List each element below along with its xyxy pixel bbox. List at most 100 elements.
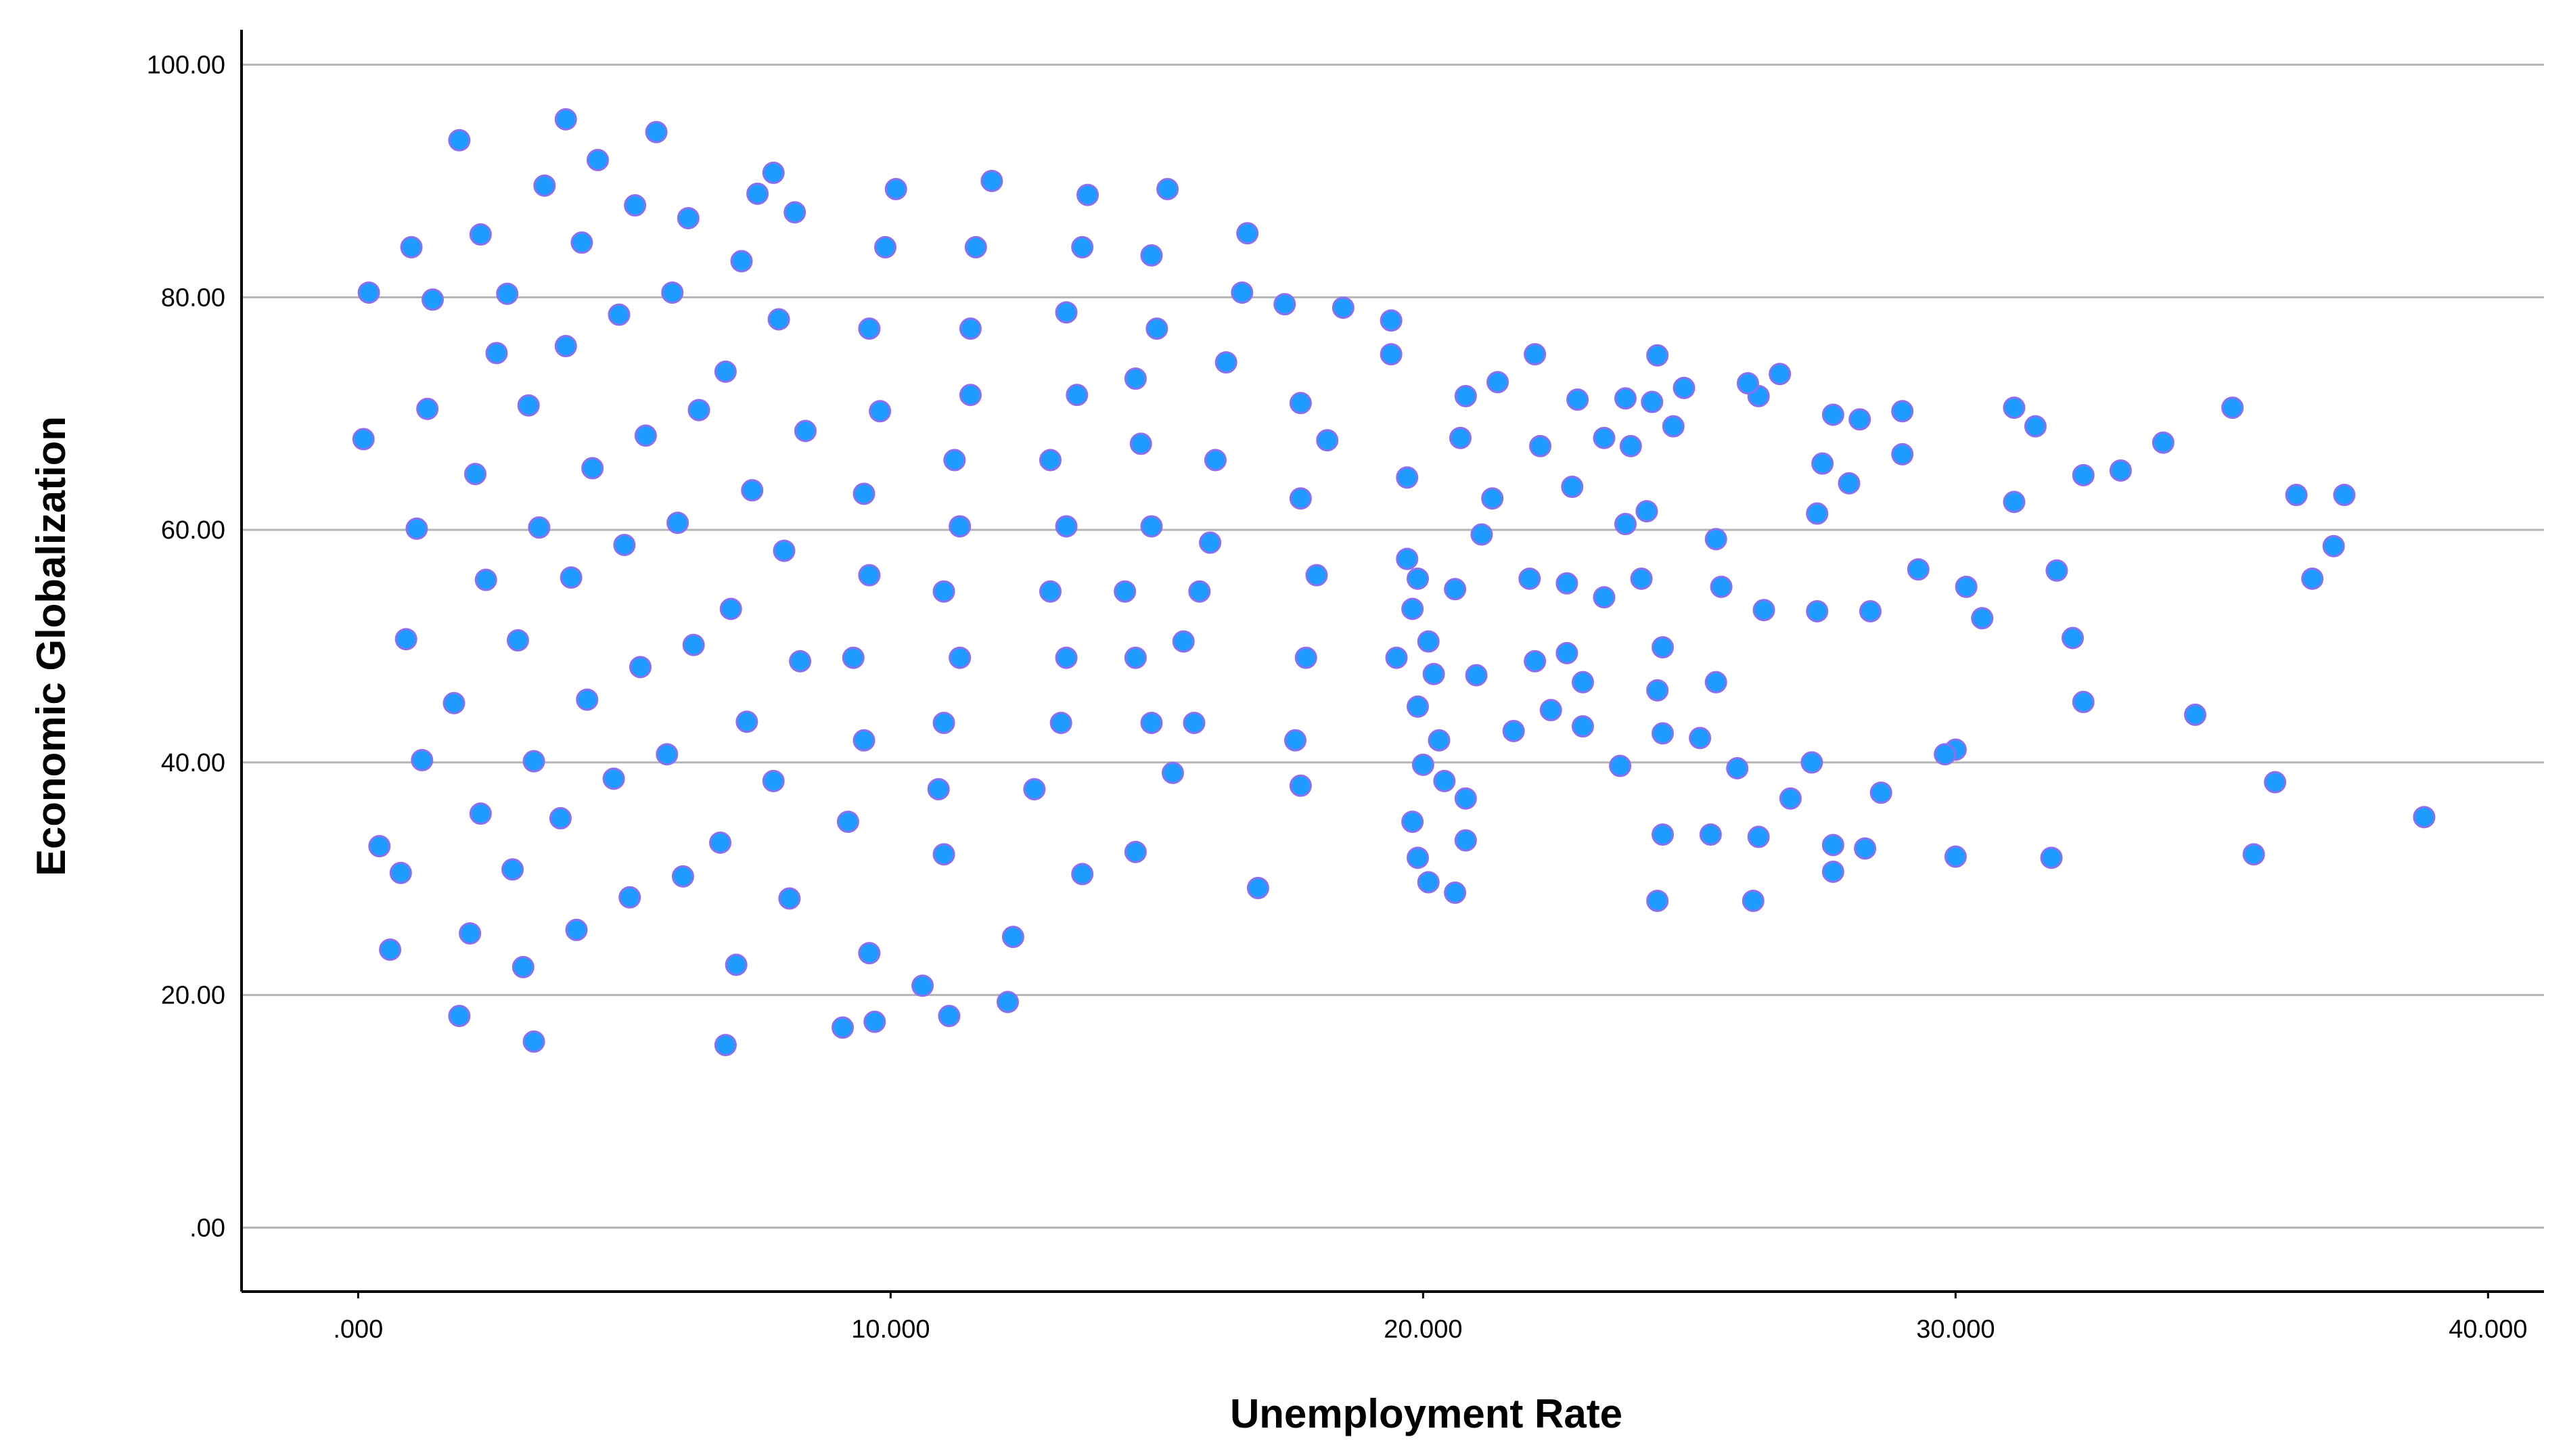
scatter-point xyxy=(474,568,497,591)
scatter-point xyxy=(1231,281,1254,304)
scatter-point xyxy=(762,769,785,792)
scatter-point xyxy=(1246,877,1269,900)
scatter-point xyxy=(1001,926,1024,949)
scatter-point xyxy=(1204,449,1227,472)
scatter-point xyxy=(927,777,950,800)
scatter-point xyxy=(1156,177,1179,200)
scatter-point xyxy=(1161,761,1184,784)
scatter-point xyxy=(1454,787,1477,810)
scatter-point xyxy=(1891,442,1914,465)
scatter-point xyxy=(959,384,982,407)
scatter-point xyxy=(485,342,508,365)
scatter-point xyxy=(980,169,1003,192)
scatter-point xyxy=(1470,523,1493,546)
scatter-point xyxy=(560,566,583,589)
scatter-point xyxy=(469,223,492,246)
y-axis-title: Economic Globalization xyxy=(28,416,74,876)
scatter-point xyxy=(1283,729,1306,752)
scatter-point xyxy=(1673,376,1696,399)
scatter-point xyxy=(634,424,657,447)
scatter-point xyxy=(1646,679,1669,702)
scatter-point xyxy=(2242,843,2265,866)
scatter-point xyxy=(1071,235,1094,258)
scatter-point xyxy=(394,628,417,651)
scatter-point xyxy=(2003,396,2026,419)
scatter-point xyxy=(2333,484,2356,507)
scatter-point xyxy=(1619,434,1642,457)
axes: .00 20.00 40.00 60.00 80.00 100.00 .000 10.000 2… xyxy=(147,30,2544,1344)
scatter-point xyxy=(858,942,881,965)
scatter-point xyxy=(714,1034,737,1057)
scatter-point xyxy=(1742,889,1765,912)
scatter-point xyxy=(762,161,785,184)
scatter-point xyxy=(1289,774,1312,797)
y-tick-label: 20.00 xyxy=(161,982,225,1010)
scatter-point xyxy=(1662,415,1685,438)
scatter-point xyxy=(1524,650,1547,673)
scatter-point xyxy=(842,646,865,669)
scatter-point xyxy=(1524,343,1547,366)
scatter-point xyxy=(528,516,551,539)
scatter-point xyxy=(767,308,790,331)
scatter-point xyxy=(1934,743,1957,766)
scatter-point xyxy=(554,335,577,358)
scatter-point xyxy=(911,974,934,997)
scatter-point xyxy=(565,918,588,941)
scatter-point xyxy=(1428,729,1451,752)
scatter-point xyxy=(1294,646,1317,669)
scatter-point xyxy=(2040,846,2063,869)
scatter-point xyxy=(1236,222,1259,245)
scatter-point xyxy=(746,182,769,205)
grid xyxy=(242,64,2544,1229)
scatter-point xyxy=(709,832,732,855)
scatter-point xyxy=(1396,547,1419,570)
scatter-point xyxy=(719,597,742,620)
scatter-point xyxy=(1305,564,1328,587)
scatter-point xyxy=(405,517,428,540)
scatter-point xyxy=(1417,871,1440,894)
scatter-point xyxy=(1444,578,1467,601)
x-tick-label: 40.000 xyxy=(2449,1315,2527,1344)
scatter-point xyxy=(794,419,817,442)
x-tick-label: 30.000 xyxy=(1916,1315,1995,1344)
scatter-point xyxy=(1411,753,1434,776)
scatter-point xyxy=(1417,630,1440,653)
scatter-point xyxy=(645,120,668,143)
scatter-point xyxy=(1076,183,1099,206)
scatter-point xyxy=(735,710,758,733)
scatter-point xyxy=(1641,390,1664,413)
scatter-point xyxy=(1528,434,1551,457)
scatter-point xyxy=(730,250,753,273)
scatter-point xyxy=(1124,646,1147,669)
scatter-point xyxy=(1316,429,1339,452)
scatter-point xyxy=(570,231,593,254)
scatter-point xyxy=(459,922,482,945)
scatter-point xyxy=(1465,664,1488,687)
scatter-point xyxy=(448,129,471,152)
scatter-point xyxy=(496,282,519,305)
scatter-point xyxy=(666,511,689,534)
scatter-point xyxy=(389,861,412,884)
scatter-point xyxy=(773,539,796,562)
scatter-point xyxy=(1609,754,1632,777)
scatter-point xyxy=(1454,384,1477,407)
scatter-point xyxy=(1555,572,1578,595)
scatter-point xyxy=(949,646,972,669)
scatter-point xyxy=(442,691,465,714)
scatter-point xyxy=(576,688,599,711)
scatter-point xyxy=(1486,371,1509,394)
x-tick-label: .000 xyxy=(333,1315,383,1344)
scatter-point xyxy=(1566,388,1589,411)
scatter-point xyxy=(1518,567,1541,590)
scatter-point xyxy=(858,564,881,587)
scatter-point xyxy=(1806,599,1829,622)
scatter-point xyxy=(996,991,1019,1014)
scatter-point xyxy=(422,288,445,311)
scatter-point xyxy=(379,938,402,961)
scatter-point xyxy=(511,955,535,978)
scatter-point xyxy=(1401,811,1424,834)
scatter-point xyxy=(624,194,647,217)
scatter-point xyxy=(1129,432,1152,455)
scatter-point xyxy=(533,174,556,197)
